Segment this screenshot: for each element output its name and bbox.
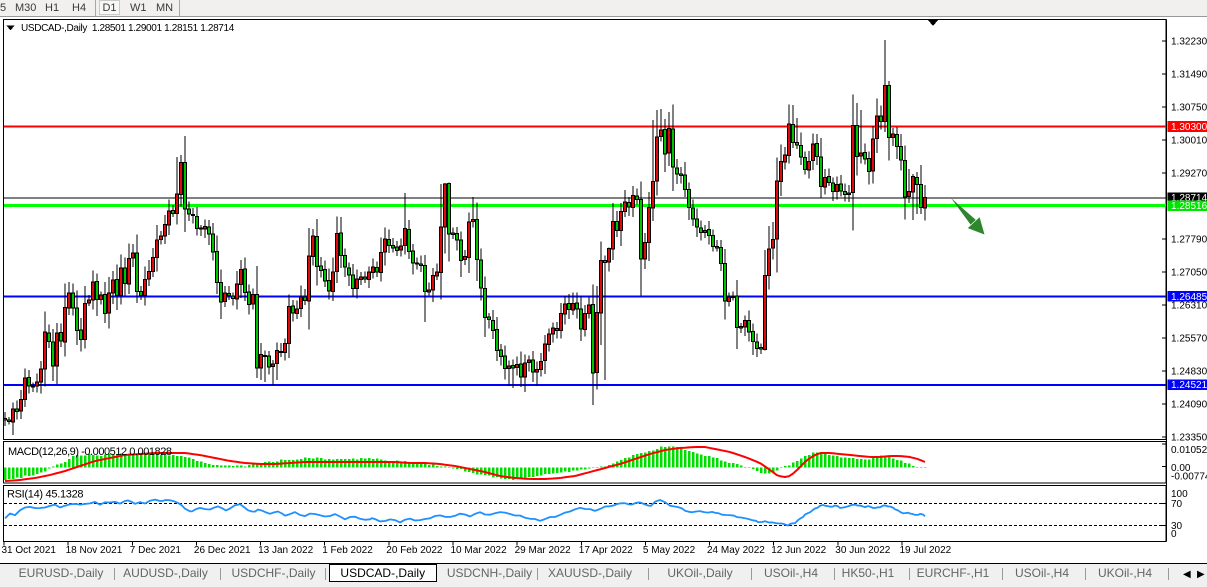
- svg-text:7 Dec 2021: 7 Dec 2021: [130, 545, 182, 556]
- svg-text:1.27050: 1.27050: [1171, 268, 1207, 279]
- svg-text:24 May 2022: 24 May 2022: [707, 545, 765, 556]
- svg-text:30 Jun 2022: 30 Jun 2022: [835, 545, 890, 556]
- svg-text:17 Apr 2022: 17 Apr 2022: [579, 545, 633, 556]
- svg-text:1.28714: 1.28714: [1171, 193, 1207, 204]
- svg-text:70: 70: [1171, 499, 1183, 510]
- svg-text:13 Jan 2022: 13 Jan 2022: [258, 545, 313, 556]
- svg-text:5 May 2022: 5 May 2022: [643, 545, 696, 556]
- svg-text:0.00: 0.00: [1171, 463, 1191, 474]
- svg-text:0.01052: 0.01052: [1171, 445, 1207, 456]
- svg-text:RSI(14) 45.1328: RSI(14) 45.1328: [7, 489, 83, 501]
- svg-text:19 Jul 2022: 19 Jul 2022: [900, 545, 952, 556]
- svg-text:MACD(12,26,9) -0.000512 0.0018: MACD(12,26,9) -0.000512 0.001828: [8, 446, 172, 458]
- svg-text:-0.00774: -0.00774: [1171, 472, 1207, 483]
- svg-text:26 Dec 2021: 26 Dec 2021: [194, 545, 251, 556]
- svg-text:1.27790: 1.27790: [1171, 235, 1207, 246]
- svg-text:100: 100: [1171, 489, 1188, 500]
- svg-text:1.30010: 1.30010: [1171, 136, 1207, 147]
- svg-text:1.29270: 1.29270: [1171, 169, 1207, 180]
- svg-text:1.24521: 1.24521: [1171, 380, 1207, 391]
- svg-text:1.25570: 1.25570: [1171, 334, 1207, 345]
- svg-text:20 Feb 2022: 20 Feb 2022: [386, 545, 443, 556]
- svg-text:12 Jun 2022: 12 Jun 2022: [771, 545, 826, 556]
- svg-text:0: 0: [1171, 529, 1177, 540]
- svg-text:1.32230: 1.32230: [1171, 37, 1207, 48]
- svg-text:USDCAD-,Daily 1.28501 1.29001: USDCAD-,Daily 1.28501 1.29001 1.28151 1.…: [21, 23, 235, 34]
- svg-text:1.24090: 1.24090: [1171, 400, 1207, 411]
- svg-text:31 Oct 2021: 31 Oct 2021: [2, 545, 57, 556]
- svg-text:1 Feb 2022: 1 Feb 2022: [322, 545, 373, 556]
- svg-text:30: 30: [1171, 521, 1183, 532]
- svg-text:1.26310: 1.26310: [1171, 301, 1207, 312]
- svg-text:1.26485: 1.26485: [1171, 292, 1207, 303]
- svg-text:1.30750: 1.30750: [1171, 103, 1207, 114]
- svg-text:1.28516: 1.28516: [1171, 201, 1207, 212]
- svg-text:18 Nov 2021: 18 Nov 2021: [66, 545, 123, 556]
- svg-text:1.30300: 1.30300: [1171, 122, 1207, 133]
- svg-text:1.31490: 1.31490: [1171, 70, 1207, 81]
- svg-text:10 Mar 2022: 10 Mar 2022: [451, 545, 508, 556]
- svg-text:29 Mar 2022: 29 Mar 2022: [515, 545, 572, 556]
- svg-text:1.24830: 1.24830: [1171, 367, 1207, 378]
- svg-text:1.23350: 1.23350: [1171, 433, 1207, 444]
